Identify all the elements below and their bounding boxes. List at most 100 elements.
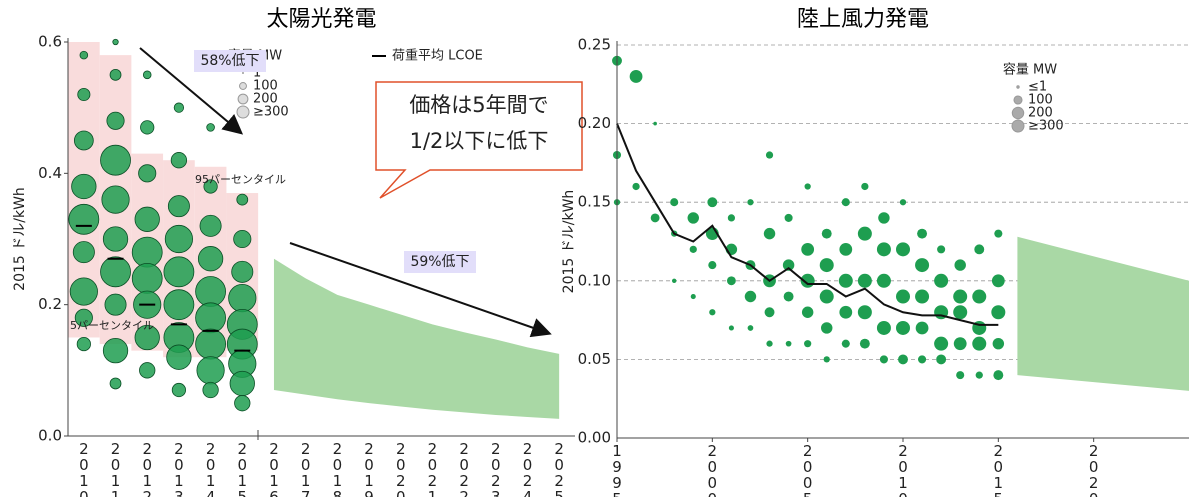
- bubble: [747, 325, 754, 331]
- x-tick-label: 2016: [265, 440, 283, 497]
- bubble: [140, 120, 155, 135]
- bubble: [915, 289, 930, 304]
- bubble: [142, 70, 152, 80]
- bubble: [671, 278, 677, 284]
- bubble: [170, 152, 188, 169]
- y-tick-label: 0.6: [38, 33, 62, 51]
- legend-bubble: [1011, 106, 1025, 120]
- x-tick-label: 2015: [989, 442, 1007, 497]
- bubble: [171, 382, 187, 398]
- bubble: [896, 242, 910, 257]
- bubble: [234, 395, 251, 412]
- y-tick-label: 0.4: [38, 164, 62, 182]
- legend-label: 200: [253, 92, 278, 107]
- bubble: [102, 337, 129, 364]
- y-tick-label: 0.25: [578, 36, 611, 54]
- bubble: [104, 293, 127, 316]
- bubble: [936, 354, 947, 365]
- bubble: [101, 185, 130, 214]
- bubble: [744, 290, 757, 303]
- legend-bubble: [237, 93, 249, 105]
- bubble: [839, 305, 853, 319]
- y-tick-label: 0.0: [38, 427, 62, 445]
- bubble: [953, 289, 968, 304]
- bubble: [109, 377, 122, 390]
- bubble: [801, 306, 814, 318]
- percentile-label: 5パーセンタイル: [70, 319, 154, 332]
- bubble: [233, 229, 252, 249]
- bubble: [899, 199, 907, 206]
- bubble: [195, 276, 226, 307]
- bubble: [173, 102, 185, 113]
- legend-bubble: [236, 105, 250, 119]
- bubble: [898, 354, 908, 365]
- bubble: [821, 322, 833, 334]
- y-tick-label: 0.20: [578, 114, 611, 132]
- bubble: [763, 227, 776, 240]
- bubble: [801, 242, 815, 256]
- projection-band: [1017, 236, 1189, 391]
- bubble: [876, 242, 891, 257]
- bubble: [139, 362, 156, 379]
- bubble: [766, 340, 773, 347]
- weighted-average-line: [616, 123, 999, 326]
- x-tick-label: 2019: [360, 440, 378, 497]
- bubble: [708, 261, 717, 270]
- x-tick-label: 2018: [328, 440, 346, 497]
- bubble: [650, 213, 660, 223]
- bubble: [687, 212, 699, 224]
- x-tick-label: 2021: [423, 440, 441, 497]
- x-tick-label: 1995: [608, 442, 626, 497]
- bubble: [915, 321, 929, 335]
- y-tick-label: 0.05: [578, 350, 611, 368]
- bubble: [102, 226, 129, 252]
- arrow: [139, 47, 244, 135]
- x-tick-label: 2010: [75, 440, 93, 497]
- projection-band: [273, 258, 560, 419]
- bubble: [231, 260, 254, 283]
- x-tick-label: 2011: [107, 440, 125, 497]
- bubble: [109, 68, 122, 81]
- legend-bubble: [1011, 119, 1025, 133]
- bubble: [937, 245, 946, 254]
- legend-label: 100: [253, 79, 278, 94]
- bubble: [857, 226, 872, 241]
- bubble: [839, 242, 853, 256]
- bubble: [106, 111, 125, 130]
- bubble: [163, 289, 195, 321]
- bubble: [841, 198, 850, 207]
- bubble: [134, 206, 160, 232]
- bubble: [164, 224, 193, 254]
- x-tick-label: 2024: [518, 440, 536, 497]
- bubble: [953, 337, 967, 351]
- y-tick-label: 0.2: [38, 295, 62, 313]
- x-tick-label: 2017: [297, 440, 315, 497]
- bubble: [707, 197, 718, 208]
- bubble: [72, 241, 95, 264]
- bubble: [166, 344, 192, 370]
- bubble: [992, 337, 1005, 350]
- bubble: [876, 273, 891, 288]
- bubble: [203, 179, 218, 194]
- bubble: [71, 173, 97, 200]
- bubble: [972, 289, 987, 304]
- bubble: [73, 130, 94, 151]
- annotation: 59%低下: [410, 254, 469, 270]
- x-tick-label: 2022: [455, 440, 473, 497]
- bubble: [163, 256, 195, 288]
- bubble: [783, 291, 794, 302]
- bubble: [782, 259, 795, 271]
- bubble: [991, 305, 1006, 320]
- bubble: [74, 308, 93, 327]
- arrow: [289, 242, 552, 338]
- bubble: [131, 262, 163, 294]
- bubble: [974, 244, 985, 255]
- bubble: [197, 246, 224, 272]
- annotation: 58%低下: [200, 53, 259, 69]
- bubble: [861, 182, 869, 191]
- x-tick-label: 2000: [703, 442, 721, 497]
- bubble: [821, 228, 832, 239]
- bubble: [918, 355, 927, 364]
- bubble: [100, 144, 131, 176]
